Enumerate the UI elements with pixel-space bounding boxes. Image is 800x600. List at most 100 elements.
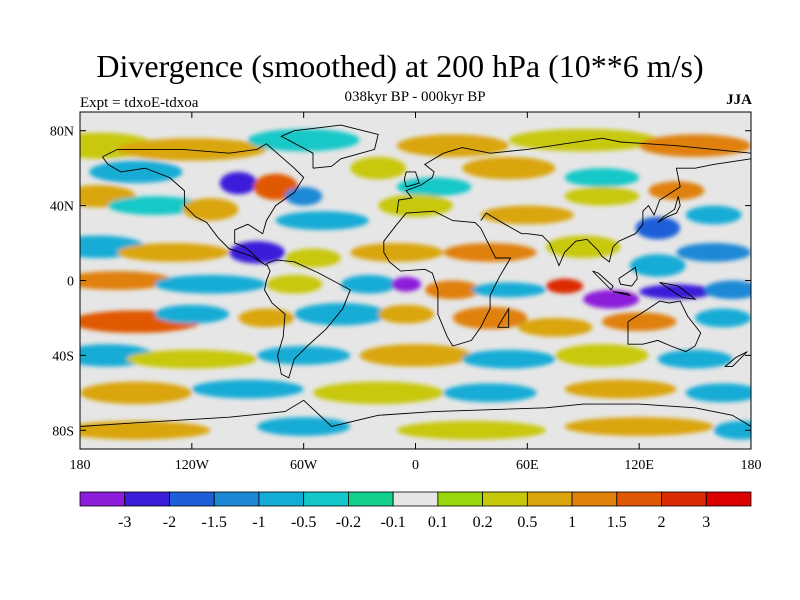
- contour-region: [676, 243, 751, 262]
- colorbar-swatch: [526, 491, 573, 507]
- colorbar-swatch: [124, 491, 170, 507]
- contour-region: [350, 243, 444, 262]
- lon-tick-label: 180: [741, 458, 762, 473]
- coastline: [102, 143, 305, 266]
- contour-region: [685, 383, 751, 403]
- lon-tick-label: 0: [412, 458, 419, 473]
- colorbar-label: 0.1: [428, 514, 448, 531]
- contour-region: [80, 271, 174, 290]
- contour-region: [359, 344, 472, 367]
- lon-tick-label: 120E: [624, 458, 654, 473]
- contour-region: [639, 284, 714, 300]
- contour-region: [564, 168, 640, 187]
- contour-region: [266, 274, 323, 294]
- contour-region: [396, 134, 509, 157]
- page-title: Divergence (smoothed) at 200 hPa (10**6 …: [96, 48, 704, 84]
- coastline: [280, 124, 379, 169]
- contour-region: [564, 186, 640, 206]
- colorbar-swatch: [571, 491, 618, 507]
- lon-tick-label: 60E: [516, 458, 539, 473]
- colorbar-swatch: [347, 491, 394, 507]
- contour-region: [713, 420, 751, 440]
- contour-region: [396, 420, 546, 440]
- colorbar-label: -0.5: [291, 514, 316, 531]
- contour-region: [480, 205, 574, 225]
- contour-region: [695, 308, 751, 328]
- contour-region: [462, 349, 556, 369]
- contour-region: [391, 276, 422, 292]
- contour-region: [545, 235, 621, 259]
- colorbar: -3 -2 -1.5 -1 -0.5 -0.2 -0.1 0.1 0.2 0.5 1 1.5 2 3: [79, 491, 752, 531]
- contour-region: [545, 278, 584, 294]
- contour-region: [648, 181, 705, 200]
- coastline: [724, 351, 748, 368]
- contour-region: [424, 280, 481, 300]
- contour-region: [518, 317, 593, 337]
- lat-tick-label: 80N: [50, 125, 74, 140]
- contour-region: [443, 243, 537, 262]
- longitude-axis: 180 120W 60W 0 60E 120E 180: [70, 112, 762, 473]
- coastlines: [80, 124, 751, 427]
- colorbar-swatch: [213, 491, 260, 507]
- contour-region: [601, 312, 677, 332]
- colorbar-swatch: [392, 491, 439, 507]
- contour-region: [238, 308, 295, 328]
- coastline: [403, 171, 420, 188]
- contour-region: [583, 289, 640, 309]
- colorbar-label: 1: [568, 514, 576, 531]
- contour-region: [107, 196, 202, 215]
- contour-region: [126, 349, 258, 369]
- colorbar-label: 3: [702, 514, 710, 531]
- colorbar-swatch: [303, 491, 349, 507]
- colorbar-swatch: [616, 491, 662, 507]
- contour-region: [219, 171, 258, 195]
- lon-tick-label: 180: [70, 458, 91, 473]
- contour-region: [685, 205, 742, 225]
- coastline: [80, 399, 751, 427]
- contour-region: [508, 128, 658, 152]
- colorbar-label: -0.2: [336, 514, 361, 531]
- colorbar-label: 0.2: [473, 514, 493, 531]
- coastline: [264, 259, 351, 379]
- contour-region: [275, 211, 369, 230]
- lon-tick-label: 120W: [175, 458, 210, 473]
- colorbar-swatch: [437, 491, 484, 507]
- contour-region: [182, 198, 239, 221]
- colorbar-label: -2: [163, 514, 176, 531]
- colorbar-swatch: [79, 491, 126, 507]
- contour-region: [312, 381, 444, 405]
- contour-region: [452, 306, 528, 330]
- subtitle: 038kyr BP - 000kyr BP: [344, 89, 486, 105]
- contour-region: [294, 302, 388, 326]
- contour-region: [257, 346, 351, 365]
- coastline: [627, 300, 702, 353]
- coastline: [618, 266, 638, 287]
- contour-region: [285, 248, 341, 268]
- colorbar-label: -0.1: [380, 514, 405, 531]
- colorbar-swatch: [661, 491, 707, 507]
- contour-region: [340, 274, 397, 294]
- contour-region: [657, 349, 733, 369]
- contour-region: [378, 194, 453, 217]
- contour-region: [462, 156, 556, 180]
- contour-region: [247, 128, 360, 152]
- coastline: [396, 137, 751, 214]
- colorbar-label: -1: [252, 514, 265, 531]
- colorbar-swatch: [258, 491, 305, 507]
- contour-region: [564, 379, 677, 399]
- coastline: [383, 210, 512, 347]
- contour-region: [635, 216, 681, 240]
- contour-region: [350, 156, 407, 180]
- season-label: JJA: [726, 92, 752, 108]
- colorbar-swatch: [169, 491, 215, 507]
- contour-region: [564, 417, 714, 436]
- colorbar-swatch: [482, 491, 528, 507]
- contour-region: [257, 417, 351, 436]
- contour-region: [639, 134, 751, 157]
- contour-region: [80, 420, 211, 440]
- contour-region: [471, 282, 546, 298]
- lat-tick-label: 80S: [52, 424, 74, 439]
- contour-region: [378, 304, 435, 324]
- coastline: [657, 196, 681, 223]
- lon-tick-label: 60W: [290, 458, 318, 473]
